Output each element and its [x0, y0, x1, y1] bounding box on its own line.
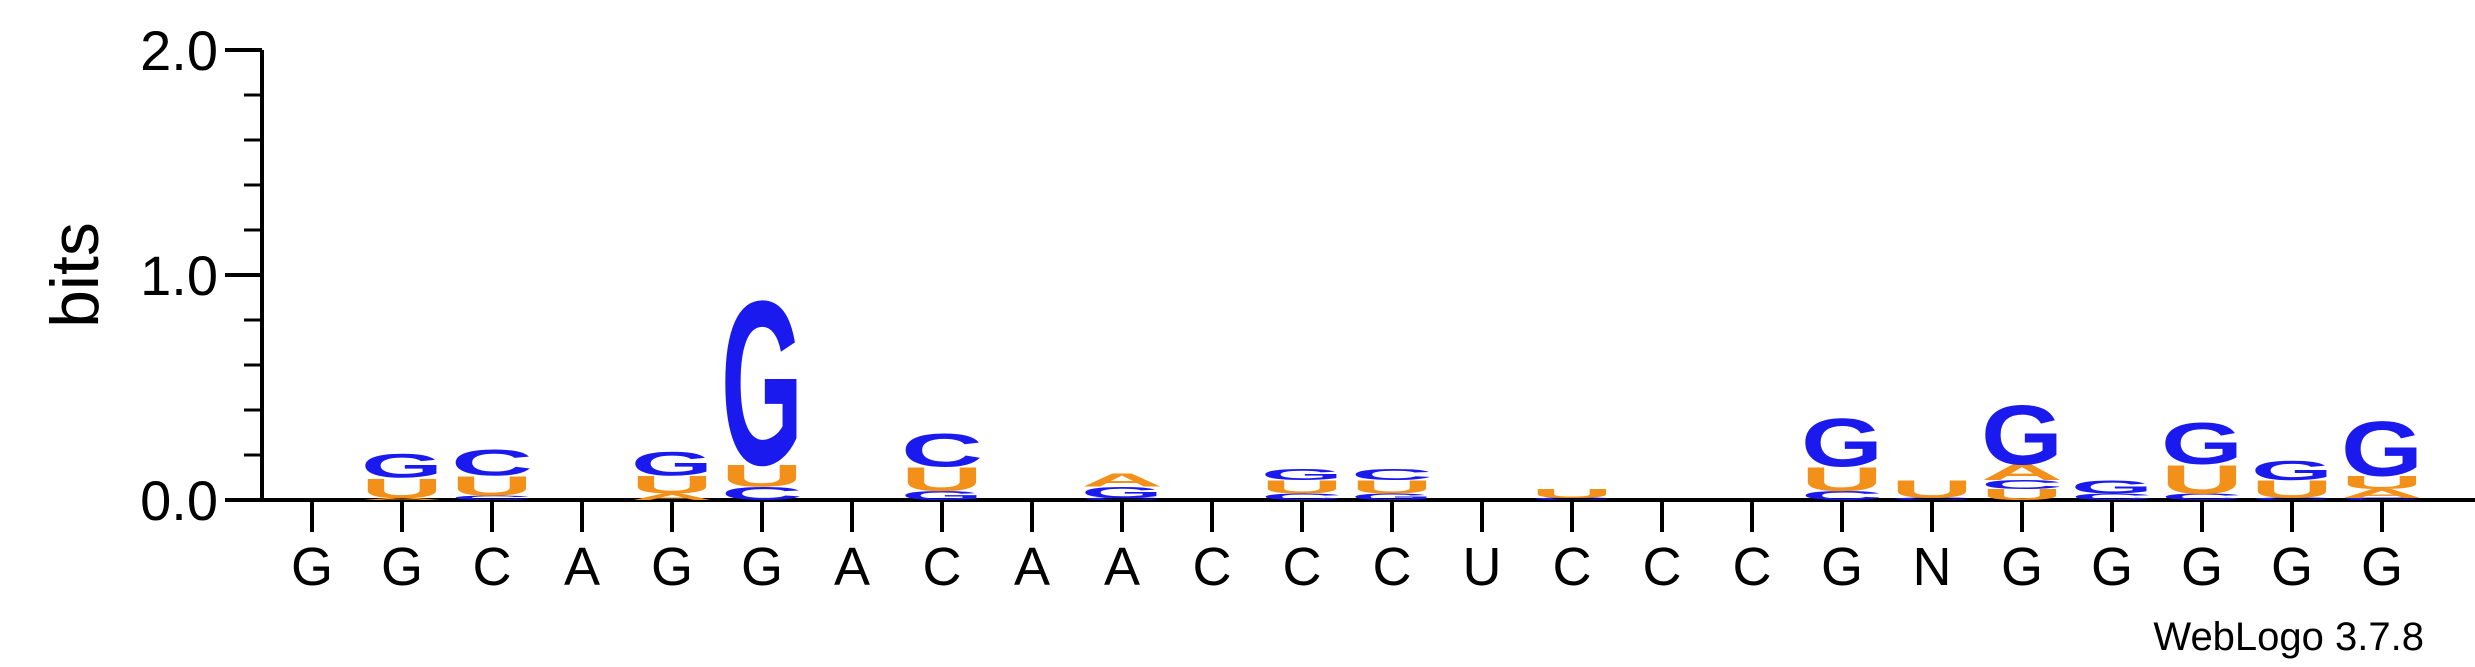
- logo-letter-U: U: [451, 470, 533, 502]
- logo-letter-G: G: [721, 252, 803, 514]
- weblogo-credit: WebLogo 3.7.8: [2153, 615, 2424, 659]
- logo-letter-G: G: [1351, 491, 1433, 502]
- x-tick-label: G: [291, 537, 333, 597]
- logo-letter-A: A: [361, 497, 443, 501]
- y-tick-label: 1.0: [140, 244, 218, 307]
- x-tick-label: G: [2271, 537, 2313, 597]
- logo-letter-C: C: [721, 483, 803, 504]
- logo-letter-U: U: [2251, 476, 2333, 504]
- x-tick-label: C: [473, 537, 512, 597]
- logo-letter-G: G: [1981, 389, 2063, 483]
- logo-letter-G: G: [2071, 476, 2153, 497]
- logo-letter-G: G: [901, 489, 983, 503]
- logo-letter-C: C: [2161, 492, 2243, 502]
- logo-letter-U: U: [901, 460, 983, 499]
- x-tick-label: G: [2091, 537, 2133, 597]
- x-tick-label: A: [564, 537, 600, 597]
- logo-letter-C: C: [1981, 478, 2063, 492]
- logo-letter-G: G: [1261, 466, 1343, 483]
- x-tick-label: A: [1014, 537, 1050, 597]
- logo-letter-G: G: [631, 444, 713, 483]
- logo-letter-U: U: [1801, 460, 1883, 499]
- logo-letter-U: U: [1981, 486, 2063, 503]
- logo-letter-A: A: [631, 492, 713, 502]
- logo-letter-C: C: [1801, 489, 1883, 503]
- x-tick-label: U: [1463, 537, 1502, 597]
- logo-letter-G: G: [1081, 484, 1163, 501]
- logo-letter-G: G: [2341, 405, 2423, 493]
- logo-letter-G: G: [1801, 404, 1883, 481]
- logo-letter-C: C: [2251, 497, 2333, 501]
- x-tick-label: G: [741, 537, 783, 597]
- logo-letter-C: C: [1351, 466, 1433, 483]
- y-minor-ticks: [244, 93, 262, 457]
- logo-letter-U: U: [361, 472, 443, 504]
- logo-letter-U: U: [1531, 487, 1613, 501]
- x-tick-label: G: [1821, 537, 1863, 597]
- y-tick-label: 2.0: [140, 19, 218, 82]
- logo-letter-U: U: [1891, 476, 1973, 504]
- x-tick-label: C: [1283, 537, 1322, 597]
- logo-letter-C: C: [1081, 497, 1163, 501]
- logo-letter-C: C: [2071, 492, 2153, 502]
- logo-letter-G: G: [2161, 411, 2243, 477]
- logo-letter-G: G: [361, 446, 443, 485]
- logo-letter-A: A: [2341, 487, 2423, 501]
- x-tick-label: C: [923, 537, 962, 597]
- logo-letter-A: A: [1981, 460, 2063, 484]
- x-tick-label: C: [1553, 537, 1592, 597]
- x-tick-label: C: [1373, 537, 1412, 597]
- x-tick-label: A: [834, 537, 870, 597]
- logo-letter-C: C: [901, 424, 983, 476]
- x-tick-label: G: [2001, 537, 2043, 597]
- logo-letter-U: U: [1261, 476, 1343, 497]
- logo-letter-C: C: [1891, 497, 1973, 501]
- x-tick-label: G: [2361, 537, 2403, 597]
- y-axis-title: bits: [37, 222, 113, 328]
- logo-letter-C: C: [1531, 497, 1613, 501]
- logo-letter-G: G: [2251, 455, 2333, 486]
- x-tick-label: G: [651, 537, 693, 597]
- x-tick-label: A: [1104, 537, 1140, 597]
- logo-letter-U: U: [2341, 472, 2423, 493]
- logo-letter-U: U: [2161, 457, 2243, 502]
- logo-letter-C: C: [2341, 497, 2423, 501]
- logo-letter-C: C: [1261, 492, 1343, 502]
- logo-letter-U: U: [721, 458, 803, 493]
- x-tick-label: N: [1913, 537, 1952, 597]
- x-tick-label: G: [381, 537, 423, 597]
- x-tick-label: G: [2181, 537, 2223, 597]
- x-tick-label: C: [1193, 537, 1232, 597]
- x-tick-label: C: [1643, 537, 1682, 597]
- logo-letter-C: C: [451, 441, 533, 483]
- logo-letter-U: U: [1351, 476, 1433, 497]
- logo-letter-U: U: [631, 471, 713, 499]
- y-tick-label: 0.0: [140, 469, 218, 532]
- logo-letter-C: C: [451, 494, 533, 501]
- logo-letter-A: A: [1081, 470, 1163, 491]
- x-tick-label: C: [1733, 537, 1772, 597]
